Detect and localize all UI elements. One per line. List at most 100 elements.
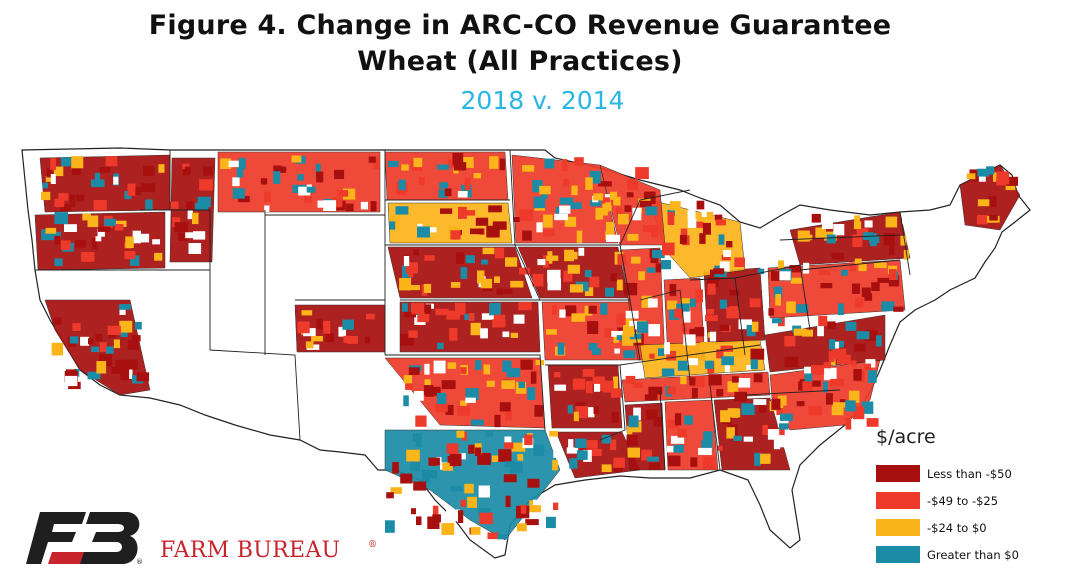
county-cell xyxy=(614,348,620,354)
county-cell xyxy=(406,262,418,274)
county-cell xyxy=(424,255,435,261)
county-cell xyxy=(728,306,738,317)
county-cell xyxy=(473,173,482,179)
county-cell xyxy=(489,303,501,316)
county-cell xyxy=(506,368,521,378)
county-cell xyxy=(613,332,620,343)
county-cell xyxy=(802,329,813,337)
county-cell xyxy=(853,221,862,230)
county-cell xyxy=(337,190,349,197)
county-cell xyxy=(504,461,515,468)
county-cell xyxy=(264,205,270,212)
county-cell xyxy=(87,215,99,228)
county-cell xyxy=(486,380,495,387)
county-cell xyxy=(480,328,488,339)
county-cell xyxy=(784,356,799,368)
county-cell xyxy=(669,284,677,297)
county-cell xyxy=(673,444,684,453)
county-cell xyxy=(677,428,687,438)
county-cell xyxy=(416,516,422,525)
county-cell xyxy=(852,283,861,294)
county-cell xyxy=(845,417,852,430)
county-cell xyxy=(305,341,314,349)
county-cell xyxy=(986,166,995,175)
county-cell xyxy=(187,210,193,220)
county-cell xyxy=(680,376,687,385)
county-cell xyxy=(876,335,882,347)
county-cell xyxy=(543,255,549,268)
county-cell xyxy=(676,303,690,312)
county-cell xyxy=(627,447,640,458)
county-cell xyxy=(54,258,63,266)
county-cell xyxy=(552,460,558,471)
county-cell xyxy=(751,321,759,332)
county-cell xyxy=(91,179,105,188)
region-new-york xyxy=(789,211,911,266)
county-cell xyxy=(593,193,604,201)
county-cell xyxy=(504,436,512,444)
county-cell xyxy=(413,249,419,256)
county-cell xyxy=(719,324,730,331)
county-cell xyxy=(585,177,593,190)
county-cell xyxy=(667,386,676,395)
county-cell xyxy=(519,209,534,222)
county-cell xyxy=(719,299,727,309)
county-cell xyxy=(520,504,527,514)
county-cell xyxy=(426,227,437,233)
county-cell xyxy=(390,487,402,494)
county-cell xyxy=(503,288,513,294)
county-cell xyxy=(754,452,761,466)
county-cell xyxy=(702,342,716,350)
county-cell xyxy=(692,221,704,228)
county-cell xyxy=(839,399,846,405)
state-borders xyxy=(35,149,911,471)
county-cell xyxy=(776,435,790,448)
county-cell xyxy=(80,336,90,346)
county-cell xyxy=(41,229,54,241)
county-cell xyxy=(498,449,512,462)
county-cell xyxy=(536,222,543,233)
county-cell xyxy=(575,438,587,448)
county-cell xyxy=(652,249,665,259)
county-cell xyxy=(622,333,634,346)
county-cell xyxy=(542,229,555,237)
county-cell xyxy=(518,381,526,389)
county-cell xyxy=(757,268,765,275)
county-cell xyxy=(99,167,111,173)
county-cell xyxy=(408,269,414,278)
county-cell xyxy=(701,440,713,452)
county-cell xyxy=(726,427,735,439)
county-cell xyxy=(837,354,851,365)
county-cell xyxy=(641,449,652,461)
county-cell xyxy=(574,157,584,166)
county-cell xyxy=(527,478,540,488)
county-cell xyxy=(680,228,688,238)
county-cell xyxy=(750,348,765,360)
county-cell xyxy=(440,208,453,214)
county-cell xyxy=(135,233,150,243)
county-cell xyxy=(470,228,484,235)
county-cell xyxy=(557,342,565,355)
county-cell xyxy=(853,406,865,420)
county-cell xyxy=(666,351,677,361)
county-cell xyxy=(789,265,801,273)
county-cell xyxy=(297,321,310,334)
county-cell xyxy=(465,255,475,264)
county-cell xyxy=(431,386,441,396)
county-cell xyxy=(487,532,499,540)
county-cell xyxy=(861,287,871,298)
county-cell xyxy=(518,302,532,311)
county-cell xyxy=(435,402,448,412)
county-cell xyxy=(478,508,491,517)
county-cell xyxy=(53,166,64,177)
county-cell xyxy=(702,222,711,235)
legend-swatch xyxy=(876,492,920,509)
county-cell xyxy=(721,356,734,366)
county-cell xyxy=(877,277,890,283)
county-cell xyxy=(784,336,796,347)
figure-subtitle: 2018 v. 2014 xyxy=(460,86,625,115)
county-cell xyxy=(533,444,545,456)
county-cell xyxy=(687,358,698,366)
county-cell xyxy=(638,271,646,281)
